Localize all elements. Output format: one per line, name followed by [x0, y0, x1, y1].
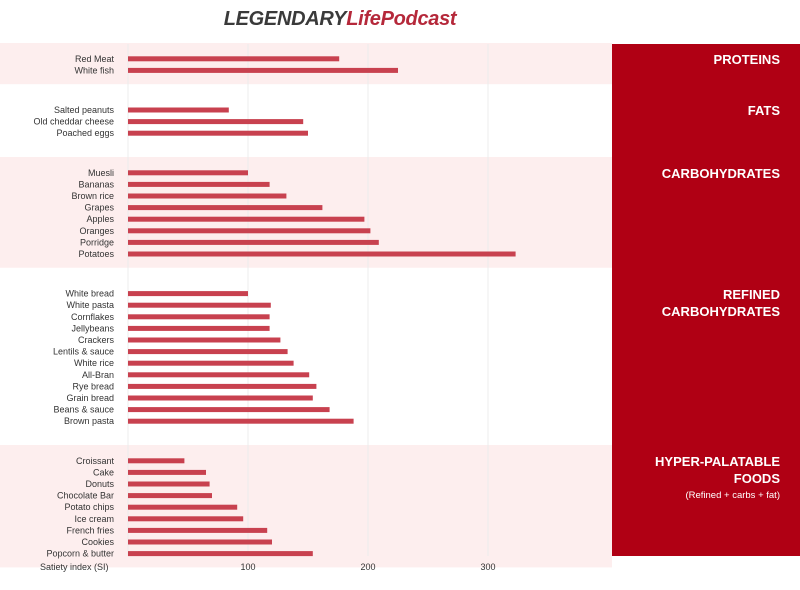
bar — [128, 458, 185, 464]
category-label: Ice cream — [74, 514, 114, 524]
category-label: White pasta — [66, 300, 114, 310]
group-title: CARBOHYDRATES — [662, 166, 781, 181]
bar — [128, 239, 379, 245]
group-title-line: HYPER-PALATABLE — [655, 454, 780, 469]
bar — [128, 395, 313, 401]
category-label: White bread — [65, 289, 114, 299]
logo-text-part1: LEGENDARY — [223, 8, 347, 30]
bar — [128, 193, 287, 199]
group-title: REFINED CARBOHYDRATES — [662, 287, 781, 319]
bar — [128, 205, 323, 211]
category-label: Crackers — [78, 335, 115, 345]
x-tick-label: 100 — [240, 562, 255, 572]
category-label: Porridge — [80, 237, 114, 247]
podcast-logo: LEGENDARYLifePodcast — [0, 8, 680, 31]
category-label: All-Bran — [82, 370, 114, 380]
group-title: FATS — [748, 103, 781, 118]
category-label: Potato chips — [64, 502, 114, 512]
category-label: Croissant — [76, 456, 115, 466]
category-label: Old cheddar cheese — [33, 117, 114, 127]
category-label: Cookies — [81, 537, 114, 547]
x-tick-label: 300 — [480, 562, 495, 572]
category-label: Bananas — [78, 179, 114, 189]
category-label: White rice — [74, 358, 114, 368]
group-subtitle: (Refined + carbs + fat) — [685, 490, 780, 501]
bar — [128, 67, 398, 73]
group-band — [0, 445, 612, 568]
bar — [128, 119, 304, 125]
bar — [128, 383, 317, 389]
bar — [128, 56, 340, 62]
bar — [128, 107, 229, 113]
category-label: Cake — [93, 467, 114, 477]
group-title: PROTEINS — [714, 52, 781, 67]
bar — [128, 539, 272, 545]
category-label: Donuts — [85, 479, 114, 489]
category-label: Lentils & sauce — [53, 347, 114, 357]
bar — [128, 181, 270, 187]
group-band — [0, 157, 612, 268]
category-label: Grain bread — [66, 393, 114, 403]
bar — [128, 291, 248, 297]
bar — [128, 504, 238, 510]
group-title-line: CARBOHYDRATES — [662, 166, 781, 181]
category-label: Grapes — [84, 203, 114, 213]
bar — [128, 551, 313, 557]
category-label: Salted peanuts — [54, 105, 115, 115]
logo-text-part2: LifePodcast — [346, 8, 457, 30]
bar — [128, 516, 244, 522]
category-label: Cornflakes — [71, 312, 115, 322]
bar — [128, 337, 281, 343]
category-label: Brown rice — [71, 191, 114, 201]
category-label: Muesli — [88, 168, 114, 178]
bar — [128, 469, 206, 475]
category-label: Beans & sauce — [53, 405, 114, 415]
bar — [128, 170, 248, 176]
category-label: Brown pasta — [64, 416, 114, 426]
bar — [128, 527, 268, 533]
bar — [128, 251, 516, 257]
category-label: Chocolate Bar — [57, 491, 114, 501]
category-label: Jellybeans — [71, 323, 114, 333]
bar — [128, 228, 371, 234]
bar — [128, 130, 308, 136]
bar — [128, 349, 288, 355]
group-title: HYPER-PALATABLE FOODS — [655, 454, 780, 486]
category-label: Popcorn & butter — [46, 549, 114, 559]
category-label: French fries — [66, 525, 114, 535]
category-label: Red Meat — [75, 54, 115, 64]
category-panel — [612, 44, 800, 556]
x-tick-label: 200 — [360, 562, 375, 572]
bar — [128, 481, 210, 487]
group-band — [0, 43, 612, 85]
x-axis-label: Satiety index (SI) — [40, 562, 109, 572]
bar — [128, 372, 310, 378]
group-title-line: PROTEINS — [714, 52, 781, 67]
group-title-line: REFINED — [723, 287, 780, 302]
bar — [128, 325, 270, 331]
group-title-line: FOODS — [734, 471, 781, 486]
bar — [128, 493, 212, 499]
bar — [128, 314, 270, 320]
category-label: Rye bread — [72, 381, 114, 391]
bar — [128, 302, 271, 308]
bar — [128, 407, 330, 413]
category-label: Oranges — [79, 226, 114, 236]
category-label: Poached eggs — [56, 128, 114, 138]
group-title-line: CARBOHYDRATES — [662, 304, 781, 319]
category-label: Apples — [86, 214, 114, 224]
category-label: Potatoes — [78, 249, 114, 259]
bar — [128, 418, 354, 424]
bar — [128, 216, 365, 222]
category-label: White fish — [74, 65, 114, 75]
group-title-line: FATS — [748, 103, 781, 118]
bar — [128, 360, 294, 366]
